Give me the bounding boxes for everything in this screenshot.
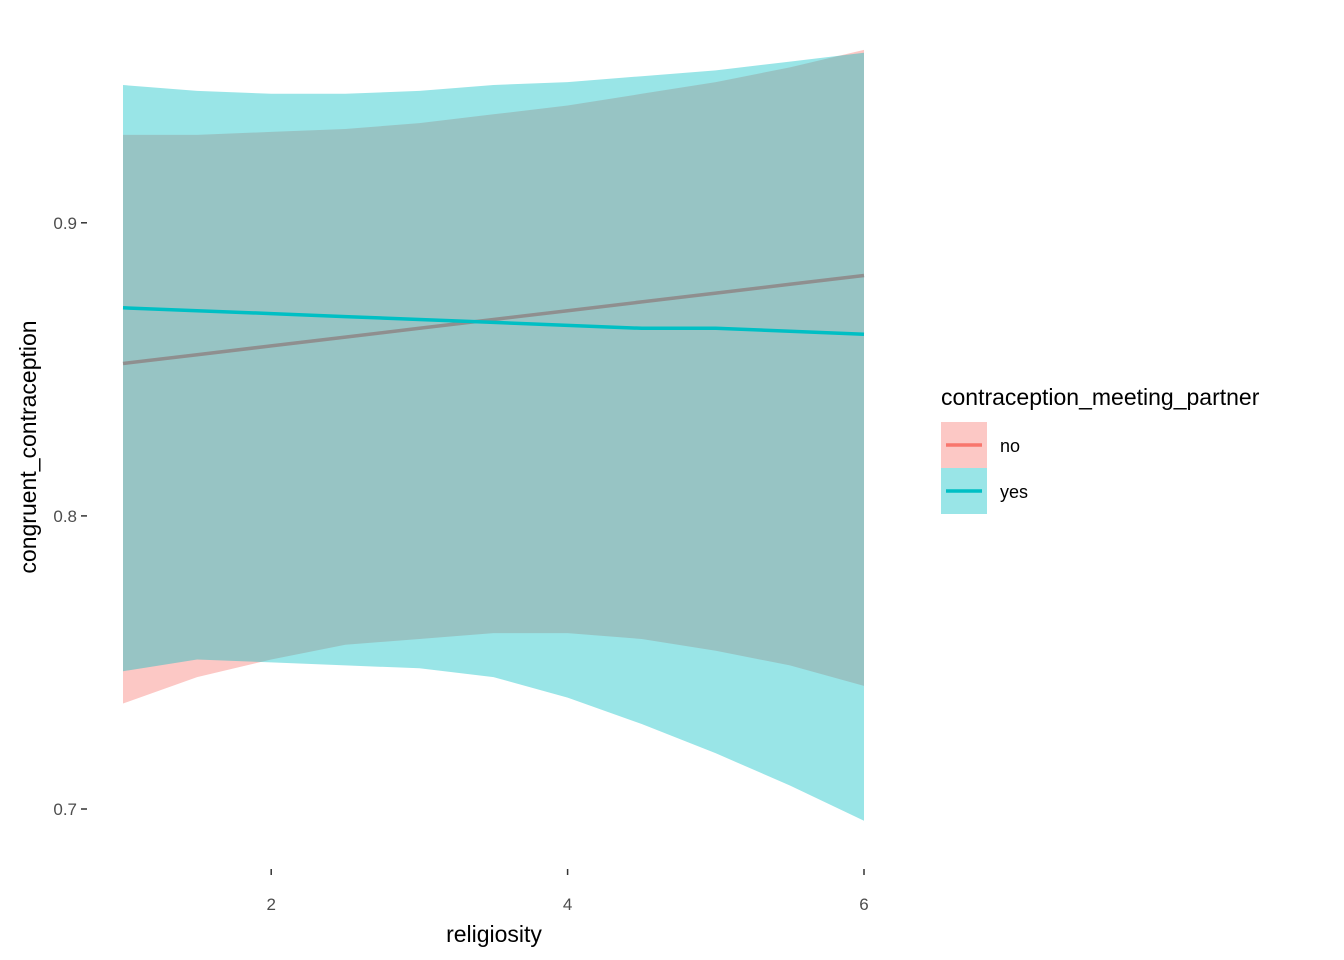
x-tick-label: 6 bbox=[859, 895, 868, 914]
legend-title: contraception_meeting_partner bbox=[941, 384, 1260, 410]
legend-label-no: no bbox=[1000, 436, 1020, 456]
x-axis-title: religiosity bbox=[446, 921, 542, 947]
legend: contraception_meeting_partner no yes bbox=[941, 384, 1260, 514]
ribbon-no bbox=[123, 49, 864, 704]
y-tick-label: 0.7 bbox=[53, 800, 77, 819]
series-lines bbox=[122, 273, 865, 366]
y-axis: 0.7 0.8 0.9 bbox=[53, 214, 87, 819]
x-tick-label: 2 bbox=[266, 895, 275, 914]
confidence-bands bbox=[123, 49, 864, 821]
ribbon-yes bbox=[123, 52, 864, 821]
y-axis-title: congruent_contraception bbox=[15, 320, 41, 573]
y-tick-label: 0.8 bbox=[53, 507, 77, 526]
x-axis: 2 4 6 bbox=[266, 869, 869, 914]
line-yes bbox=[122, 306, 865, 336]
x-tick-label: 4 bbox=[563, 895, 572, 914]
legend-label-yes: yes bbox=[1000, 482, 1028, 502]
line-no bbox=[122, 273, 865, 366]
y-tick-label: 0.9 bbox=[53, 214, 77, 233]
